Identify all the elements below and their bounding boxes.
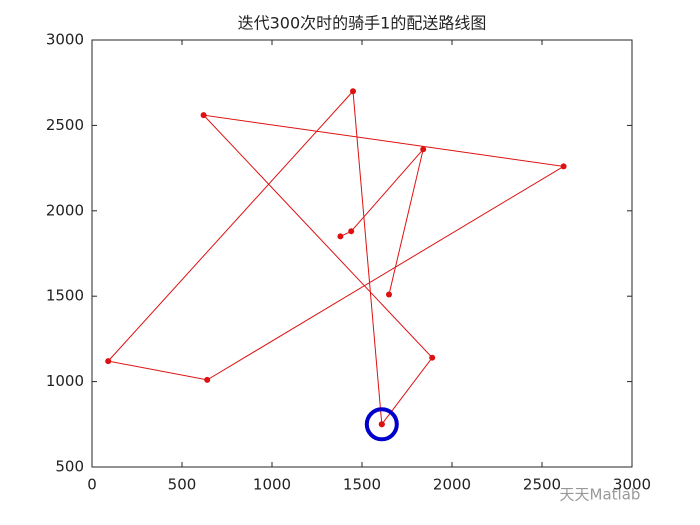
route-point <box>348 228 355 235</box>
route-point <box>204 376 211 383</box>
route-point <box>378 421 385 428</box>
route-line <box>107 90 566 425</box>
route-point <box>337 233 344 240</box>
y-tick-label: 2500 <box>46 116 84 134</box>
route-point <box>429 354 436 361</box>
x-tick-label: 2000 <box>433 476 471 494</box>
x-tick-label: 1000 <box>253 476 291 494</box>
plot-box <box>91 39 633 468</box>
watermark: 天天Matlab <box>560 486 641 504</box>
x-tick-label: 2500 <box>523 476 561 494</box>
y-tick-label: 3000 <box>46 31 84 49</box>
y-tick-label: 500 <box>55 458 84 476</box>
route-point <box>350 88 356 95</box>
y-tick-label: 2000 <box>46 201 84 219</box>
route-point <box>560 163 567 170</box>
x-tick-label: 0 <box>87 476 97 494</box>
y-tick-label: 1500 <box>46 287 84 305</box>
route-point <box>420 146 427 153</box>
route-point <box>200 112 207 119</box>
chart-title: 迭代300次时的骑手1的配送路线图 <box>238 14 487 33</box>
x-tick-label: 3000 <box>613 476 651 494</box>
x-tick-label: 500 <box>168 476 197 494</box>
depot-marker <box>364 407 399 442</box>
x-tick-label: 1500 <box>343 476 381 494</box>
route-point <box>386 291 392 298</box>
y-tick-label: 1000 <box>46 372 84 390</box>
route-point <box>105 358 112 365</box>
